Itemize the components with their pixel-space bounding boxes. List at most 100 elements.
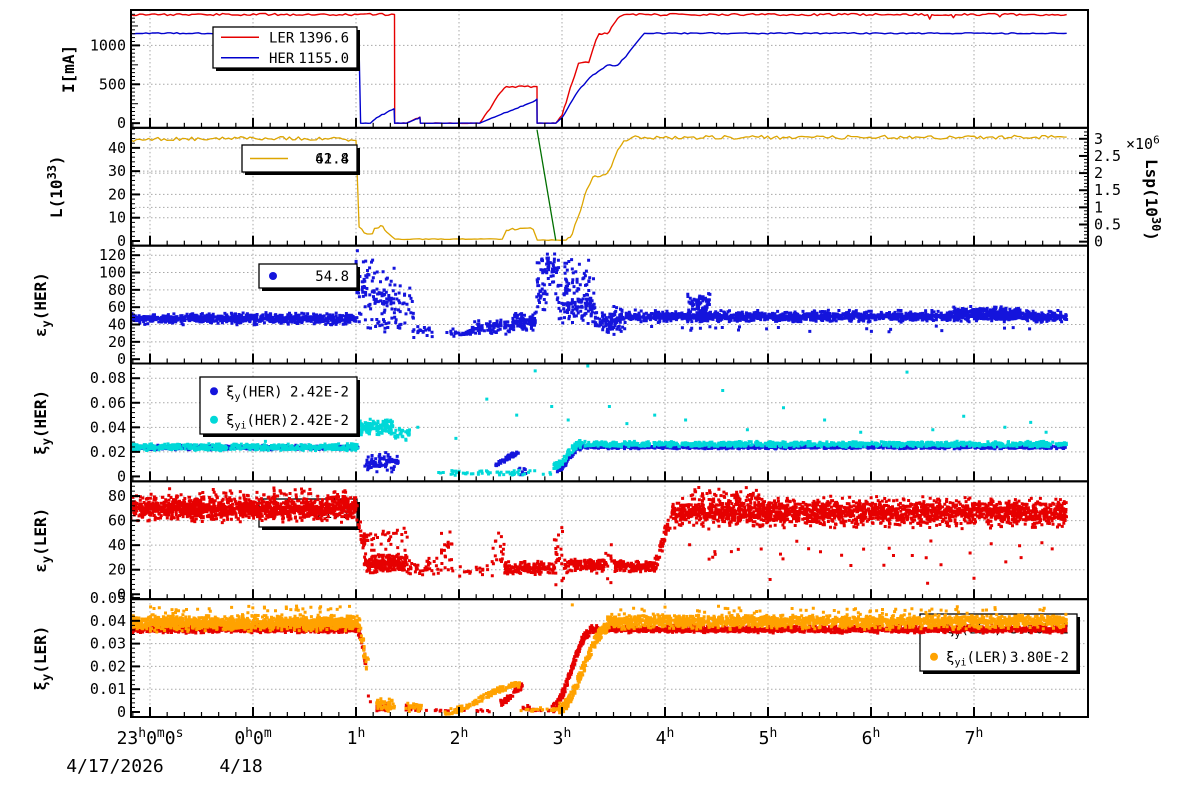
panel-frame (130, 598, 1089, 719)
right-tick-label: 0 (1094, 233, 1103, 251)
right-axis-title: Lsp(1030) (1142, 159, 1163, 241)
y-tick-label: 500 (99, 75, 126, 93)
x-axis-labels: 23h0m0s 0h0m 1h 2h 3h 4h 5h 6h 7h 4/17/2026 4/18 (66, 726, 983, 777)
y-tick-label: 20 (108, 185, 126, 203)
panel-frame (130, 244, 1089, 365)
x-tick-label: 6h (862, 726, 881, 749)
series-emittance-ler (131, 486, 1068, 587)
scatter-series (131, 364, 1068, 477)
gridlines (131, 10, 1088, 128)
series-luminosity (131, 129, 1067, 241)
y-axis-title-beam-current: I[mA] (59, 45, 78, 93)
y-tick-label: 10 (108, 209, 126, 227)
y-axis-title-emittance-her: εy(HER) (31, 272, 53, 337)
y-tick-label: 0.03 (90, 635, 126, 653)
y-tick-label: 40 (108, 536, 126, 554)
line-series (131, 134, 1067, 241)
scatter-series (131, 603, 1068, 716)
y-tick-label: 0.08 (90, 369, 126, 387)
y-tick-label: 0 (117, 703, 126, 721)
legend-value: 2.42E-2 (290, 413, 349, 429)
right-axis-factor: ×106 (1126, 133, 1160, 153)
y-tick-label: 40 (108, 316, 126, 334)
line-series (536, 129, 557, 241)
y-tick-label: 20 (108, 333, 126, 351)
right-tick-label: 0.5 (1094, 216, 1121, 234)
legend-value: 2.42E-2 (290, 384, 349, 400)
y-tick-label: 60 (108, 512, 126, 530)
gridlines (131, 245, 1088, 364)
x-tick-label: 1h (347, 726, 366, 749)
series-xi-her (131, 364, 1068, 477)
y-tick-label: 0 (117, 350, 126, 368)
gridlines (131, 127, 1088, 246)
y-axis-title-xi-her: ξy(HER) (31, 390, 53, 455)
x-tick-label: 4h (656, 726, 675, 749)
x-tick-label: 2h (450, 726, 469, 749)
legend-value: 3.80E-2 (1010, 650, 1069, 666)
date-label: 4/17/2026 (66, 756, 164, 777)
y-tick-label: 120 (99, 246, 126, 264)
legend-label: ξyi(LER) (946, 650, 1009, 669)
y-tick-label: 1000 (90, 36, 126, 54)
legend-label: HER (269, 51, 295, 67)
y-tick-label: 0.05 (90, 589, 126, 607)
legend-dot-marker (930, 652, 938, 661)
y-tick-label: 0 (117, 232, 126, 250)
y-tick-label: 0.04 (90, 612, 126, 630)
x-tick-label: 7h (965, 726, 984, 749)
y-tick-label: 60 (108, 298, 126, 316)
y-tick-label: 40 (108, 139, 126, 157)
y-tick-label: 100 (99, 264, 126, 282)
y-tick-label: 0 (117, 467, 126, 485)
legend-dot-marker (269, 272, 277, 280)
legend-value: 1155.0 (298, 51, 349, 67)
scatter-series (131, 249, 1069, 339)
right-tick-label: 3 (1094, 130, 1103, 148)
scatter-series (131, 486, 1068, 587)
x-tick-label: 5h (759, 726, 778, 749)
y-tick-label: 0.06 (90, 394, 126, 412)
x-tick-label: 3h (553, 726, 572, 749)
y-axis-title-luminosity: L(1033) (45, 155, 66, 218)
y-tick-label: 0.02 (90, 443, 126, 461)
right-tick-label: 1.5 (1094, 181, 1121, 199)
right-tick-label: 2 (1094, 164, 1103, 182)
y-tick-label: 20 (108, 561, 126, 579)
y-tick-label: 0.04 (90, 418, 126, 436)
line-series (131, 12, 1067, 125)
legend-label: LER (269, 30, 295, 46)
y-tick-label: 0.02 (90, 657, 126, 675)
y-axis-title-xi-ler: ξy(LER) (31, 626, 53, 691)
date-label: 4/18 (219, 756, 262, 777)
legend-value: 41.4 (315, 152, 349, 168)
y-tick-label: 0 (117, 114, 126, 132)
series-xi-ler (131, 603, 1068, 716)
legend-luminosity: 62.841.4 (241, 144, 360, 175)
legend-dot-marker (210, 387, 218, 396)
y-tick-label: 80 (108, 487, 126, 505)
y-tick-label: 30 (108, 162, 126, 180)
legend-dot-marker (210, 415, 218, 424)
right-tick-label: 2.5 (1094, 147, 1121, 165)
x-tick-label: 23h0m0s (117, 726, 184, 749)
x-tick-label: 0h0m (234, 726, 272, 749)
gridlines (131, 363, 1088, 482)
y-tick-label: 80 (108, 281, 126, 299)
legend-value: 62.8 (315, 152, 349, 168)
legend-label: ξyi(HER) (226, 413, 289, 432)
legend-value: 1396.6 (298, 30, 349, 46)
y-tick-label: 0 (117, 585, 126, 603)
legend-emittance-her: 54.8 (258, 263, 360, 291)
y-axis-title-emittance-ler: εy(LER) (31, 508, 53, 573)
right-tick-label: 1 (1094, 198, 1103, 216)
legend-label: ξy(HER) (226, 384, 283, 403)
